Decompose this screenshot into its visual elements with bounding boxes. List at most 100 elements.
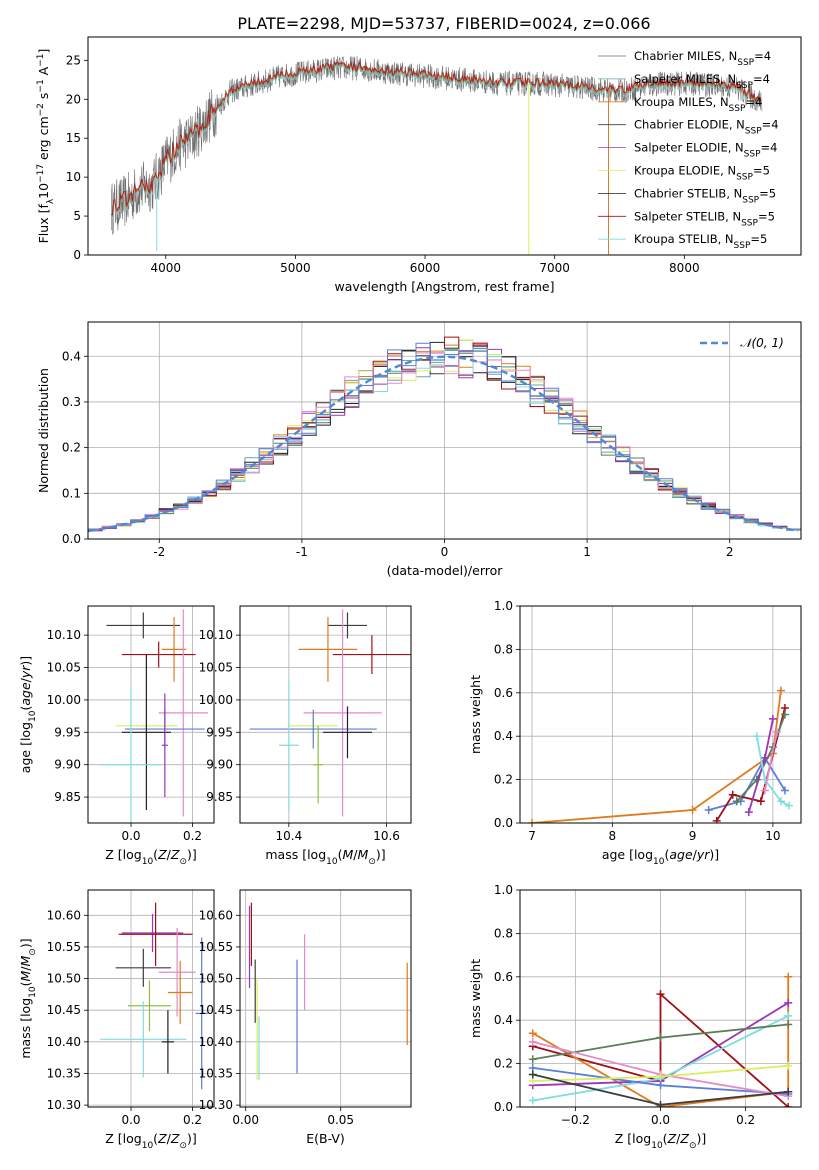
x-tick-label: 0.0 [121,829,140,843]
series-line-chabrier_miles [736,714,786,802]
y-tick-label: 10 [66,170,81,184]
panel-mass_vs_ebv: 0.00 0.05 10.30 10.35 10.40 10.45 10.50 10.55 10… [199,889,412,1146]
panel-mass_vs_z: 0.0 0.2 10.30 10.35 10.40 10.45 10.50 10.55 10.6… [18,889,215,1151]
series-marker [784,1061,793,1070]
series-marker [784,972,793,981]
x-tick-label: -1 [296,545,308,559]
x-tick-label: 5000 [280,261,311,275]
plots-group: 4000 5000 6000 7000 80000510152025wavelength… [18,36,802,1151]
x-tick-label: 0.0 [651,1113,670,1127]
y-axis-label: Normed distribution [36,368,51,493]
x-axis-label: Z [log10(Z/Z⊙)] [105,1131,197,1151]
panel-residuals: -2 -1 0 1 2 0.0 0.1 0.2 0.3 0.4 (data-model)/error… [36,321,802,578]
y-tick-label: 0.2 [494,773,513,787]
x-axis-label: Z [log10(Z/Z⊙)] [105,847,197,867]
plot-area [249,609,411,817]
series-marker [656,990,665,999]
legend-entry: Kroupa MILES, NSSP=4 [634,95,762,114]
series-marker [528,1096,537,1105]
series-marker [780,710,789,719]
y-tick-label: 10.00 [47,693,81,707]
y-tick-label: 10.10 [199,628,233,642]
y-axis-label: mass weight [468,959,483,1038]
series-marker [756,797,765,806]
series-marker [732,797,741,806]
series-line-extra_blue [708,756,786,811]
y-tick-label: 10.60 [47,908,81,922]
plot-area [111,55,763,255]
y-tick-label: 0.0 [494,1100,513,1114]
y-tick-label: 20 [66,92,81,106]
y-tick-label: 10.40 [47,1035,81,1049]
plot-area [528,686,793,823]
legend-entry: Salpeter ELODIE, NSSP=4 [634,141,777,160]
x-tick-label: 10.4 [275,829,302,843]
y-tick-label: 10.05 [199,661,233,675]
x-tick-label: 1 [583,545,591,559]
legend-entry: Chabrier ELODIE, NSSP=4 [634,118,779,137]
series-line-kroupa_miles [532,976,790,1107]
axes-frame [87,889,215,1108]
x-tick-label: 7000 [539,261,570,275]
series-marker [528,1029,537,1038]
y-tick-label: 10.35 [47,1066,81,1080]
gaussian-curve [88,355,799,533]
y-tick-label: 9.85 [206,790,233,804]
series-marker [784,1103,793,1107]
y-tick-label: 1.0 [494,883,513,897]
x-tick-label: 10.6 [373,829,400,843]
y-tick-label: 1.0 [494,599,513,613]
series-marker [656,1033,665,1042]
series-marker [688,805,697,814]
y-tick-label: 25 [66,53,81,67]
plot-area [88,336,801,533]
series-marker [772,727,781,736]
series-marker [656,1081,665,1090]
x-axis-label: Z [log10(Z/Z⊙)] [615,1131,707,1151]
series-marker [760,753,769,762]
plot-area [528,972,793,1107]
series-marker [784,1020,793,1029]
series-marker [776,686,785,695]
y-tick-label: 15 [66,131,81,145]
series-line-kroupa_miles [531,690,782,823]
y-tick-label: 0.8 [494,642,513,656]
series-marker [704,805,713,814]
series-marker [728,790,737,799]
series-marker [744,808,753,817]
y-axis-label: mass weight [468,675,483,754]
series-marker [528,1055,537,1064]
panel-age_vs_mass: 10.4 10.6 9.85 9.90 9.95 10.00 10.05 10.10 mass … [199,605,412,867]
series-marker [528,1070,537,1079]
y-axis-label: Flux [fλ10−17 erg cm−2 s−1 A−1] [36,49,56,244]
series-marker [752,732,761,741]
series-marker [784,1011,793,1020]
axes-frame [519,605,802,824]
series-marker [768,714,777,723]
axes-frame [239,889,412,1108]
histogram-salpeter_stelib [88,336,801,532]
x-tick-label: 0.0 [121,1113,140,1127]
x-tick-label: 8 [609,829,617,843]
y-tick-label: 0.4 [62,349,81,363]
x-axis-label: E(B-V) [306,1131,345,1146]
series-marker [528,1037,537,1046]
y-tick-label: 0.0 [62,532,81,546]
y-tick-label: 10.10 [47,628,81,642]
panel-age_vs_z: 0.0 0.2 9.85 9.90 9.95 10.00 10.05 10.10 Z [log1… [18,605,215,867]
x-axis-label: (data-model)/error [387,563,504,578]
y-tick-label: 0 [73,248,81,262]
series-marker [776,797,785,806]
y-tick-label: 10.35 [199,1066,233,1080]
legend-entry: Chabrier STELIB, NSSP=5 [634,186,776,205]
y-tick-label: 10.45 [199,1003,233,1017]
y-tick-label: 5 [73,209,81,223]
plot-area [100,902,208,1090]
x-tick-label: 2 [726,545,734,559]
legend-entry: Salpeter STELIB, NSSP=5 [634,209,775,228]
y-tick-label: 0.0 [494,816,513,830]
y-tick-label: 0.2 [494,1057,513,1071]
series-marker [656,1072,665,1081]
series-marker [760,786,769,795]
y-tick-label: 10.40 [199,1035,233,1049]
